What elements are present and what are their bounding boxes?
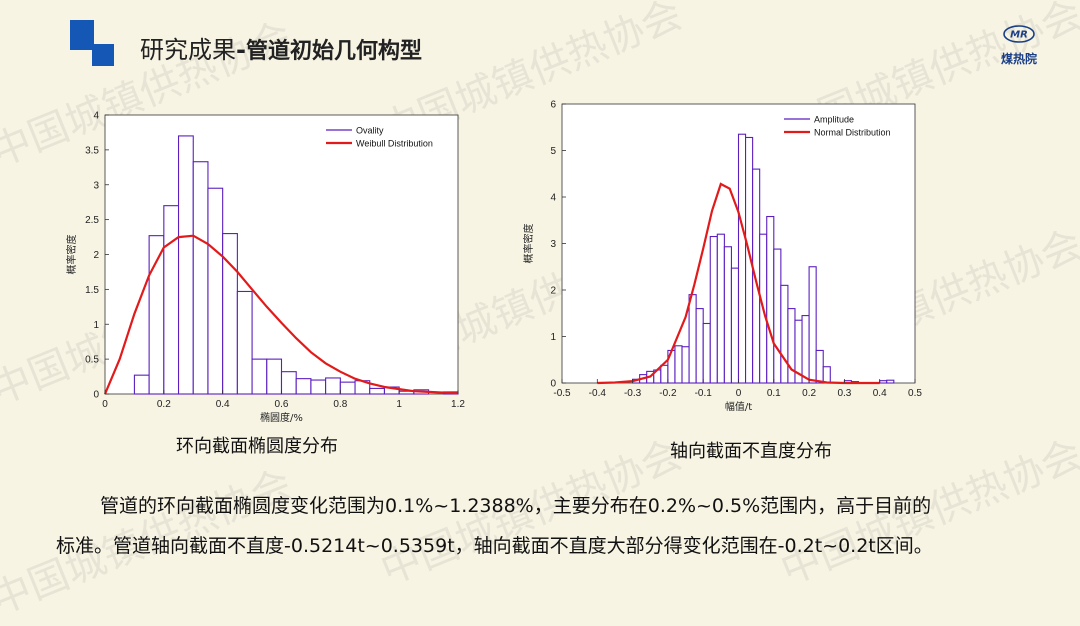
y-tick-label: 3.5 (85, 145, 99, 156)
histogram-bar (716, 233, 725, 384)
y-axis-label: 概率密度 (522, 224, 535, 264)
x-axis-label: 椭圆度/% (260, 411, 303, 424)
brand-name: 煤热院 (1000, 52, 1037, 66)
y-tick-label: 4 (93, 111, 99, 122)
summary-line-1: 管道的环向截面椭圆度变化范围为0.1%~1.2388%，主要分布在0.2%~0.… (100, 495, 932, 517)
x-tick-label: 0.3 (837, 388, 851, 399)
fit-curve (103, 234, 459, 395)
y-tick-label: 6 (550, 100, 556, 111)
y-tick-label: 4 (550, 193, 556, 204)
legend-label: Amplitude (814, 115, 854, 125)
straightness-chart: -0.5 -0.4 -0.3 -0.2 -0.1 0 0.1 0.2 0.3 0.4 0.5 0 1 2 3… (522, 100, 922, 414)
x-tick-label: -0.1 (695, 388, 713, 399)
y-axis-label: 概率密度 (65, 235, 78, 275)
histogram-bar (801, 315, 810, 384)
y-tick-label: 2 (93, 250, 99, 261)
histogram-bar (192, 161, 209, 395)
chart-caption-ovality: 环向截面椭圆度分布 (176, 436, 338, 457)
histogram-bar (266, 358, 283, 395)
brand-logo: MR 煤热院 (996, 24, 1042, 67)
histogram-bar (879, 380, 888, 384)
histogram-bar (177, 135, 194, 395)
x-tick-label: 1.2 (451, 399, 465, 410)
histogram-bar (886, 379, 895, 384)
histogram-bar (702, 322, 711, 384)
histogram-bar (280, 371, 297, 395)
histogram-bar (236, 290, 253, 395)
legend-label: Ovality (356, 126, 384, 136)
legend-box (322, 121, 452, 151)
x-tick-label: 0.8 (333, 399, 347, 410)
legend-label: Normal Distribution (814, 128, 891, 138)
x-tick-label: 0 (736, 388, 742, 399)
page-title: 研究成果-管道初始几何构型 (140, 30, 422, 65)
summary-paragraph: 管道的环向截面椭圆度变化范围为0.1%~1.2388%，主要分布在0.2%~0.… (56, 486, 1046, 566)
x-axis-label: 幅值/t (725, 400, 752, 413)
title-separator: - (236, 36, 246, 64)
brand-emblem-icon: MR (1003, 25, 1035, 43)
x-tick-label: -0.2 (659, 388, 677, 399)
histogram-bar (730, 267, 740, 384)
histogram-bar (780, 284, 789, 384)
histogram-bar (737, 133, 747, 384)
histogram-bar (688, 294, 697, 384)
histogram-bar (674, 345, 683, 384)
histogram-bar (295, 378, 312, 395)
chart-caption-straightness: 轴向截面不直度分布 (670, 441, 832, 462)
x-tick-label: 0.6 (275, 399, 289, 410)
histogram-bar (766, 215, 775, 384)
y-tick-label: 2.5 (85, 215, 99, 226)
y-tick-label: 1 (93, 320, 99, 331)
y-tick-label: 1.5 (85, 285, 99, 296)
histogram-bar (207, 187, 224, 395)
histogram-bar (251, 358, 268, 395)
brand-emblem-text: MR (1010, 30, 1028, 41)
ovality-chart: 0 0.2 0.4 0.6 0.8 1 1.2 0 0.5 1 1.5 2 2.5 3 3.5 4 椭圆度/% 概… (65, 111, 465, 425)
x-tick-label: 0.4 (216, 399, 230, 410)
x-tick-label: -0.5 (553, 388, 571, 399)
histogram-bar (163, 205, 180, 395)
y-tick-label: 3 (93, 180, 99, 191)
histogram-bar (808, 266, 817, 384)
x-tick-label: 0.5 (908, 388, 922, 399)
histogram-bar (709, 235, 718, 384)
x-tick-label: 1 (396, 399, 402, 410)
fit-curve (597, 182, 880, 385)
x-tick-label: -0.3 (624, 388, 642, 399)
histogram-bar (133, 374, 150, 395)
legend-box (780, 110, 910, 140)
x-tick-label: 0 (102, 399, 108, 410)
histogram-bar (752, 168, 761, 384)
legend-label: Weibull Distribution (356, 139, 433, 149)
title-sub-text: 管道初始几何构型 (245, 39, 422, 64)
y-tick-label: 0 (93, 390, 99, 401)
x-tick-label: 0.4 (873, 388, 887, 399)
histogram-bar (339, 381, 356, 395)
x-tick-label: 0.2 (802, 388, 816, 399)
histogram-bar (773, 248, 782, 384)
histogram-bar (723, 246, 732, 384)
y-tick-label: 2 (550, 286, 556, 297)
histogram-bar (681, 346, 690, 384)
y-tick-label: 5 (550, 146, 556, 157)
y-tick-label: 3 (550, 239, 556, 250)
y-tick-label: 0.5 (85, 355, 99, 366)
histogram-bar (325, 377, 341, 395)
histogram-bar (369, 387, 386, 395)
summary-line-2: 标准。管道轴向截面不直度-0.5214t~0.5359t，轴向截面不直度大部分得… (56, 535, 933, 557)
histogram-bar (815, 349, 824, 384)
y-tick-label: 0 (550, 379, 556, 390)
x-tick-label: -0.4 (589, 388, 607, 399)
x-tick-label: 0.2 (157, 399, 171, 410)
histogram-bar (660, 364, 669, 384)
y-tick-label: 1 (550, 332, 556, 343)
histogram-bar (695, 308, 704, 384)
x-tick-label: 0.1 (767, 388, 781, 399)
logo-block (70, 20, 94, 50)
title-main-text: 研究成果 (140, 36, 236, 64)
histogram-bar (310, 379, 327, 395)
histogram-bar (822, 366, 831, 384)
logo-block (92, 44, 114, 66)
